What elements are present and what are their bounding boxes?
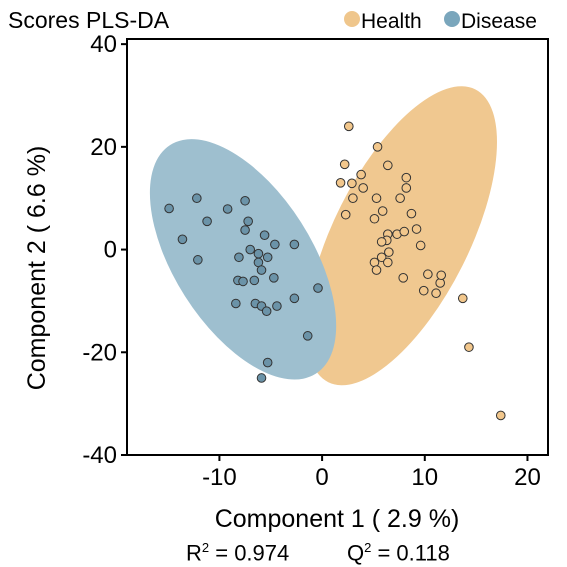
point-health xyxy=(399,226,410,237)
point-disease xyxy=(202,216,212,227)
y-tick-label: -20 xyxy=(82,339,117,366)
point-health xyxy=(384,247,394,257)
legend-label-health: Health xyxy=(361,10,422,33)
ellipse-health xyxy=(306,86,497,386)
point-disease xyxy=(240,195,250,206)
point-health xyxy=(371,193,382,204)
point-health xyxy=(369,213,380,224)
y-axis-ticks: -40 -20 0 20 40 xyxy=(82,31,127,469)
x-tick-label: 0 xyxy=(315,464,328,491)
r2-symbol: R xyxy=(186,540,202,566)
point-disease xyxy=(243,216,253,227)
point-health xyxy=(335,178,346,188)
point-health xyxy=(431,288,441,299)
point-health xyxy=(401,183,412,193)
point-disease xyxy=(231,298,241,309)
point-health xyxy=(343,121,354,132)
y-tick-label: 20 xyxy=(90,134,117,161)
point-health xyxy=(383,160,393,171)
point-disease xyxy=(261,306,272,316)
point-health xyxy=(435,278,445,288)
x-axis-label: Component 1 ( 2.9 %) xyxy=(215,505,460,533)
r2-superscript: 2 xyxy=(201,540,210,555)
point-health xyxy=(348,193,358,204)
y-tick-label: 0 xyxy=(104,237,117,264)
point-disease xyxy=(253,248,264,259)
point-health xyxy=(436,270,447,281)
chart-title: Scores PLS-DA xyxy=(8,7,170,33)
r2-statistic: R2 = 0.974 xyxy=(186,540,289,566)
legend-label-disease: Disease xyxy=(461,10,537,33)
y-tick-label: -40 xyxy=(82,442,117,469)
point-health xyxy=(398,273,409,283)
y-axis-label: Component 2 ( 6.6 %) xyxy=(23,146,51,391)
legend: Health Disease xyxy=(344,10,537,33)
point-disease xyxy=(234,252,244,263)
legend-marker-health xyxy=(344,11,360,27)
point-health xyxy=(347,178,357,189)
x-tick-label: -10 xyxy=(202,464,237,491)
point-health xyxy=(383,257,393,268)
point-health xyxy=(415,240,426,251)
point-disease xyxy=(249,275,260,286)
point-health xyxy=(376,237,387,247)
x-axis-ticks: -10 0 10 20 xyxy=(202,455,541,491)
point-health xyxy=(372,142,383,152)
confidence-ellipses xyxy=(149,86,497,386)
point-health xyxy=(339,159,350,170)
point-health xyxy=(340,209,351,220)
point-health xyxy=(423,269,433,280)
point-health xyxy=(371,265,382,275)
point-disease xyxy=(256,265,267,275)
point-disease xyxy=(269,273,279,283)
point-health xyxy=(377,206,388,216)
point-disease xyxy=(270,239,280,250)
point-disease xyxy=(222,204,233,214)
q2-statistic: Q2 = 0.118 xyxy=(347,540,450,566)
q2-value: = 0.118 xyxy=(371,540,450,566)
q2-symbol: Q xyxy=(347,540,365,566)
point-health xyxy=(411,224,422,234)
point-disease xyxy=(177,234,188,245)
point-disease xyxy=(238,276,248,287)
point-disease xyxy=(302,331,313,341)
point-health xyxy=(464,342,474,352)
point-health xyxy=(406,208,417,219)
point-disease xyxy=(259,230,270,240)
point-disease xyxy=(289,293,300,304)
point-health xyxy=(457,293,468,304)
point-disease xyxy=(313,283,323,293)
y-tick-label: 40 xyxy=(90,31,117,58)
legend-marker-disease xyxy=(444,11,460,27)
point-disease xyxy=(289,239,300,250)
point-health xyxy=(401,172,412,183)
point-disease xyxy=(262,357,273,368)
point-health xyxy=(356,169,366,180)
q2-superscript: 2 xyxy=(364,540,372,555)
point-health xyxy=(358,183,368,193)
x-tick-label: 20 xyxy=(514,464,541,491)
point-disease xyxy=(256,373,267,383)
point-disease xyxy=(164,203,174,214)
point-disease xyxy=(245,244,256,255)
point-disease xyxy=(272,301,282,311)
plot-frame xyxy=(126,38,549,456)
point-health xyxy=(376,252,387,263)
r2-value: = 0.974 xyxy=(209,540,290,566)
point-health xyxy=(418,285,429,296)
point-disease xyxy=(193,255,203,265)
point-health xyxy=(495,410,506,421)
point-disease xyxy=(262,252,273,263)
point-disease xyxy=(192,193,202,204)
score-points xyxy=(164,121,506,421)
point-health xyxy=(395,193,405,204)
x-tick-label: 10 xyxy=(411,464,438,491)
point-disease xyxy=(240,225,250,235)
